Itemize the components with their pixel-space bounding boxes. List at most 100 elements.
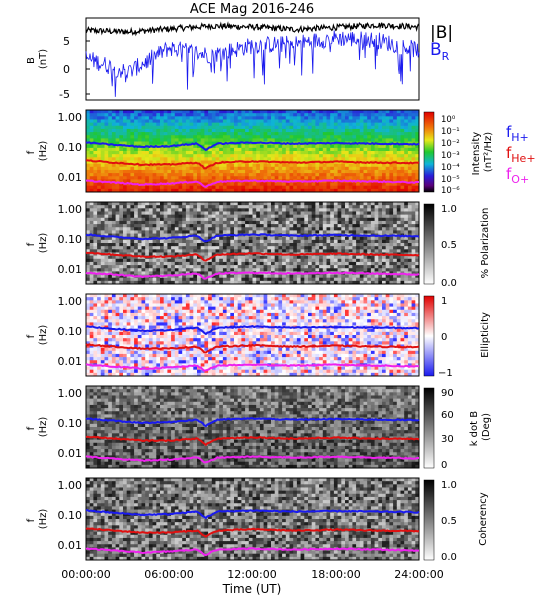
spectrogram-cell bbox=[304, 113, 309, 117]
spectrogram-cell bbox=[311, 211, 316, 216]
spectrogram-cell bbox=[300, 217, 305, 222]
spectrogram-cell bbox=[259, 236, 264, 241]
spectrogram-cell bbox=[178, 135, 183, 139]
spectrogram-cell bbox=[274, 135, 279, 139]
spectrogram-cell bbox=[189, 116, 194, 120]
spectrogram-cell bbox=[156, 132, 161, 136]
spectrogram-cell bbox=[208, 224, 213, 228]
spectrogram-cell bbox=[108, 277, 113, 282]
spectrogram-cell bbox=[111, 116, 116, 120]
spectrogram-cell bbox=[226, 214, 231, 219]
spectrogram-cell bbox=[200, 243, 205, 247]
spectrogram-cell bbox=[163, 157, 168, 161]
spectrogram-cell bbox=[304, 227, 309, 231]
spectrogram-cell bbox=[311, 239, 316, 244]
spectrogram-cell bbox=[348, 258, 353, 263]
spectrogram-cell bbox=[363, 125, 368, 130]
spectrogram-cell bbox=[222, 224, 227, 228]
spectrogram-cell bbox=[86, 110, 91, 114]
spectrogram-cell bbox=[237, 173, 242, 177]
spectrogram-cell bbox=[89, 135, 94, 139]
spectrogram-cell bbox=[256, 122, 261, 127]
spectrogram-cell bbox=[389, 202, 394, 206]
spectrogram-cell bbox=[345, 182, 350, 187]
spectrogram-cell bbox=[285, 125, 290, 130]
spectrogram-cell bbox=[230, 239, 235, 244]
spectrogram-cell bbox=[152, 151, 157, 155]
spectrogram-cell bbox=[267, 119, 272, 124]
spectrogram-cell bbox=[359, 125, 364, 130]
spectrogram-cell bbox=[230, 220, 235, 225]
spectrogram-cell bbox=[411, 243, 416, 247]
spectrogram-cell bbox=[119, 258, 124, 263]
spectrogram-cell bbox=[370, 113, 375, 117]
spectrogram-cell bbox=[160, 224, 165, 228]
spectrogram-cell bbox=[245, 230, 250, 234]
spectrogram-cell bbox=[359, 202, 364, 206]
spectrogram-cell bbox=[167, 116, 172, 120]
spectrogram-cell bbox=[93, 154, 98, 158]
spectrogram-cell bbox=[189, 230, 194, 234]
spectrogram-cell bbox=[352, 239, 357, 244]
spectrogram-cell bbox=[93, 236, 98, 241]
spectrogram-cell bbox=[204, 233, 209, 238]
spectrogram-cell bbox=[134, 265, 139, 269]
spectrogram-cell bbox=[134, 138, 139, 142]
spectrogram-cell bbox=[315, 154, 320, 158]
spectrogram-cell bbox=[415, 274, 420, 279]
spectrogram-cell bbox=[415, 169, 420, 174]
spectrogram-cell bbox=[189, 110, 194, 114]
spectrogram-cell bbox=[296, 277, 301, 282]
spectrogram-cell bbox=[182, 233, 187, 238]
spectrogram-cell bbox=[111, 294, 116, 298]
spectrogram-cell bbox=[137, 280, 142, 285]
spectrogram-cell bbox=[241, 280, 246, 285]
spectrogram-cell bbox=[137, 239, 142, 244]
spectrogram-cell bbox=[252, 208, 257, 212]
spectrogram-cell bbox=[100, 202, 105, 206]
spectrogram-cell bbox=[111, 205, 116, 209]
spectrogram-cell bbox=[141, 147, 146, 152]
spectrogram-cell bbox=[300, 249, 305, 253]
spectrogram-cell bbox=[348, 110, 353, 114]
spectrogram-cell bbox=[185, 128, 190, 133]
spectrogram-cell bbox=[123, 119, 128, 124]
spectrogram-cell bbox=[356, 280, 361, 285]
spectrogram-cell bbox=[104, 347, 109, 352]
spectrogram-cell bbox=[326, 147, 331, 152]
spectrogram-cell bbox=[111, 185, 116, 190]
spectrogram-cell bbox=[193, 135, 198, 139]
spectrogram-cell bbox=[211, 116, 216, 120]
spectrogram-cell bbox=[167, 138, 172, 142]
spectrogram-cell bbox=[200, 265, 205, 269]
spectrogram-cell bbox=[363, 274, 368, 279]
spectrogram-cell bbox=[104, 233, 109, 238]
spectrogram-cell bbox=[111, 280, 116, 285]
spectrogram-cell bbox=[293, 220, 298, 225]
spectrogram-cell bbox=[215, 182, 220, 187]
spectrogram-cell bbox=[274, 169, 279, 174]
spectrogram-cell bbox=[126, 116, 131, 120]
spectrogram-cell bbox=[407, 227, 412, 231]
spectrogram-cell bbox=[326, 173, 331, 177]
spectrogram-cell bbox=[211, 205, 216, 209]
spectrogram-cell bbox=[400, 169, 405, 174]
spectrogram-cell bbox=[100, 372, 105, 377]
spectrogram-cell bbox=[245, 157, 250, 161]
spectrogram-cell bbox=[222, 154, 227, 158]
spectrogram-cell bbox=[93, 255, 98, 260]
spectrogram-cell bbox=[219, 138, 224, 142]
spectrogram-cell bbox=[115, 306, 120, 311]
spectrogram-cell bbox=[152, 176, 157, 180]
spectrogram-cell bbox=[315, 202, 320, 206]
plot-frame bbox=[85, 109, 420, 193]
spectrogram-cell bbox=[86, 316, 91, 320]
spectrogram-cell bbox=[97, 188, 102, 193]
spectrogram-cell bbox=[259, 239, 264, 244]
spectrogram-cell bbox=[330, 176, 335, 180]
spectrogram-cell bbox=[174, 246, 179, 250]
spectrogram-cell bbox=[341, 246, 346, 250]
spectrogram-cell bbox=[211, 179, 216, 183]
spectrogram-cell bbox=[341, 110, 346, 114]
spectrogram-cell bbox=[256, 154, 261, 158]
